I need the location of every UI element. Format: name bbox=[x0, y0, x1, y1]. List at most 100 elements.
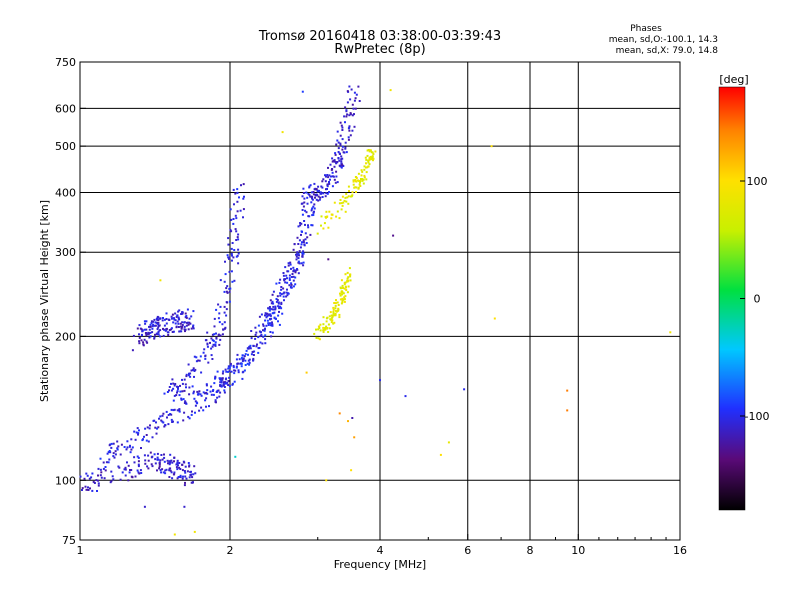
x-trace-point bbox=[322, 326, 325, 329]
o-trace-point bbox=[237, 262, 240, 265]
o-trace-point bbox=[319, 192, 322, 195]
x-trace-point bbox=[340, 302, 343, 305]
x-trace-point bbox=[329, 311, 332, 314]
o-trace-point bbox=[178, 462, 181, 464]
o-trace-point bbox=[236, 236, 239, 239]
o-trace-point bbox=[306, 236, 309, 239]
o-trace-point bbox=[151, 325, 154, 328]
o-trace-point bbox=[242, 357, 245, 360]
o-trace-point bbox=[288, 284, 291, 287]
o-trace-point bbox=[226, 291, 229, 294]
o-trace-point bbox=[300, 233, 302, 236]
o-trace-point bbox=[280, 307, 283, 310]
o-trace-point bbox=[184, 312, 187, 315]
x-trace-point bbox=[341, 301, 344, 304]
o-trace-point bbox=[161, 319, 164, 322]
o-trace-point bbox=[192, 390, 195, 393]
o-trace-point bbox=[185, 324, 188, 327]
o-trace-point bbox=[140, 334, 143, 337]
o-trace-point bbox=[193, 397, 196, 400]
scatter-point bbox=[566, 409, 569, 412]
x-trace-point bbox=[370, 158, 372, 161]
o-trace-point bbox=[214, 377, 216, 380]
o-trace-point bbox=[334, 153, 337, 156]
o-trace-point bbox=[228, 366, 231, 369]
o-trace-point bbox=[159, 329, 162, 332]
o-trace-point bbox=[193, 370, 196, 372]
o-trace-point bbox=[228, 370, 231, 372]
o-trace-point bbox=[312, 193, 315, 196]
x-trace-point bbox=[332, 311, 335, 313]
o-trace-point bbox=[267, 313, 270, 316]
o-trace-point bbox=[231, 254, 233, 257]
x-trace-point bbox=[337, 304, 340, 306]
o-trace-point bbox=[240, 365, 243, 368]
o-trace-point bbox=[118, 466, 121, 469]
o-trace-point bbox=[286, 294, 289, 297]
x-trace-point bbox=[322, 323, 325, 326]
o-trace-point bbox=[137, 432, 140, 435]
o-trace-point bbox=[286, 281, 289, 284]
o-trace-point bbox=[274, 305, 277, 308]
x-trace-point bbox=[367, 165, 370, 168]
o-trace-point bbox=[216, 396, 219, 399]
o-trace-point bbox=[126, 461, 128, 464]
o-trace-point bbox=[256, 343, 258, 346]
o-trace-point bbox=[112, 478, 115, 481]
o-trace-point bbox=[292, 266, 295, 269]
x-trace-point bbox=[347, 185, 350, 188]
o-trace-point bbox=[272, 302, 275, 305]
x-trace-point bbox=[346, 277, 349, 280]
o-trace-point bbox=[304, 232, 307, 235]
o-trace-point bbox=[226, 285, 229, 288]
o-trace-point bbox=[187, 374, 190, 377]
o-trace-point bbox=[181, 321, 184, 324]
x-trace-point bbox=[322, 331, 325, 333]
o-trace-point bbox=[326, 183, 329, 186]
x-trace-point bbox=[329, 318, 332, 321]
o-trace-point bbox=[307, 224, 309, 227]
o-trace-point bbox=[157, 333, 160, 336]
o-trace-point bbox=[305, 211, 308, 214]
o-trace-point bbox=[190, 315, 193, 318]
o-trace-point bbox=[237, 369, 240, 372]
o-trace-point bbox=[110, 446, 113, 449]
o-trace-point bbox=[176, 314, 179, 317]
o-trace-point bbox=[189, 375, 192, 378]
o-trace-point bbox=[187, 363, 190, 366]
o-trace-point bbox=[268, 309, 271, 312]
o-trace-point bbox=[339, 142, 342, 145]
x-trace-point bbox=[338, 202, 341, 205]
o-trace-point bbox=[344, 146, 347, 149]
o-trace-point bbox=[227, 380, 230, 382]
o-trace-point bbox=[243, 355, 246, 358]
o-trace-point bbox=[231, 259, 233, 262]
o-trace-point bbox=[189, 322, 192, 325]
o-trace-point bbox=[260, 333, 263, 336]
o-trace-point bbox=[218, 321, 221, 324]
o-trace-point bbox=[111, 475, 114, 478]
o-trace-point bbox=[341, 145, 344, 148]
chart-subtitle: RwPretec (8p) bbox=[334, 42, 425, 57]
o-trace-point bbox=[308, 185, 311, 188]
o-trace-point bbox=[225, 382, 227, 385]
o-trace-point bbox=[275, 300, 278, 303]
o-trace-point bbox=[250, 353, 253, 356]
o-trace-point bbox=[194, 411, 196, 414]
o-trace-point bbox=[221, 323, 224, 326]
x-trace-point bbox=[319, 323, 322, 326]
o-trace-point bbox=[109, 451, 112, 454]
x-trace-point bbox=[338, 316, 341, 319]
o-trace-point bbox=[138, 333, 140, 336]
o-trace-point bbox=[287, 262, 290, 265]
x-trace-point bbox=[334, 307, 337, 310]
o-trace-point bbox=[234, 192, 237, 195]
o-trace-point bbox=[264, 334, 267, 337]
x-trace-point bbox=[340, 290, 343, 293]
o-trace-point bbox=[238, 196, 240, 199]
o-trace-point bbox=[236, 353, 239, 356]
scatter-point bbox=[305, 371, 308, 374]
o-trace-point bbox=[309, 233, 312, 236]
o-trace-point bbox=[136, 469, 139, 472]
o-trace-point bbox=[161, 458, 164, 461]
